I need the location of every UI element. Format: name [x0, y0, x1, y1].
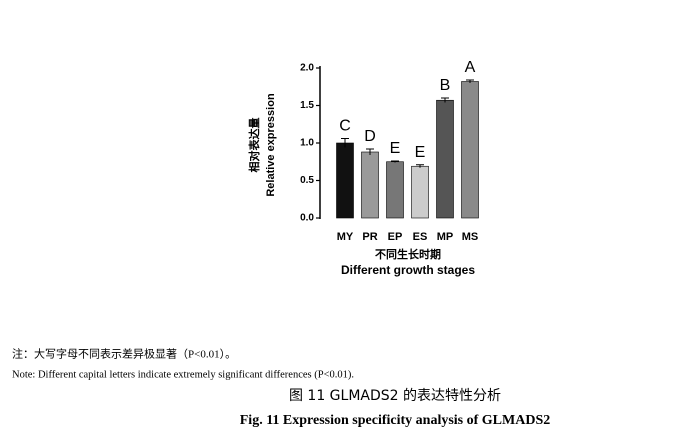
significance-letter: D [364, 128, 376, 145]
x-tick-label: MP [437, 231, 454, 243]
bar [386, 161, 404, 219]
x-tick-label: ES [413, 231, 428, 243]
bar [336, 142, 354, 219]
note: 注：大写字母不同表示差异极显著（P<0.01）。 [12, 347, 236, 361]
note: Note: Different capital letters indicate… [12, 369, 354, 380]
y-tick-label: 0.0 [300, 213, 314, 224]
significance-letter: A [465, 59, 476, 76]
y-tick-label: 1.0 [300, 138, 314, 149]
y-axis-label: Relative expression [265, 93, 277, 197]
caption-en: Fig. 11 Expression specificity analysis … [240, 413, 550, 428]
significance-letter: B [440, 77, 451, 94]
x-tick-label: MY [337, 231, 354, 243]
significance-letter: E [390, 140, 401, 157]
bar [436, 99, 454, 219]
x-axis-label: 不同生长时期 [375, 247, 441, 261]
x-tick-label: PR [362, 231, 377, 243]
y-tick-label: 0.5 [300, 175, 314, 186]
y-axis-label: 相对表达量 [247, 118, 261, 173]
caption-cn: 图 11 GLMADS2 的表达特性分析 [289, 388, 501, 404]
x-axis-label: Different growth stages [341, 263, 475, 277]
y-tick-label: 1.5 [300, 100, 314, 111]
bar [411, 165, 429, 219]
y-tick-label: 2.0 [300, 63, 314, 74]
bar [361, 151, 379, 219]
x-tick-label: MS [462, 231, 479, 243]
significance-letter: E [415, 144, 426, 161]
x-tick-label: EP [388, 231, 403, 243]
bar [461, 81, 479, 219]
significance-letter: C [339, 118, 351, 135]
